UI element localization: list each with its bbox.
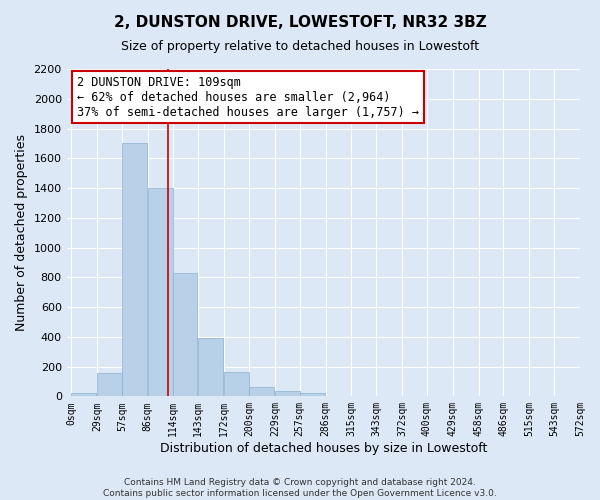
Text: Size of property relative to detached houses in Lowestoft: Size of property relative to detached ho… [121,40,479,53]
Bar [224,372,249,396]
Bar [275,391,300,396]
Bar [148,188,173,396]
Text: Contains HM Land Registry data © Crown copyright and database right 2024.
Contai: Contains HM Land Registry data © Crown c… [103,478,497,498]
Bar [97,374,122,396]
Bar [300,394,325,396]
Bar [173,273,197,396]
X-axis label: Distribution of detached houses by size in Lowestoft: Distribution of detached houses by size … [160,442,487,455]
Text: 2, DUNSTON DRIVE, LOWESTOFT, NR32 3BZ: 2, DUNSTON DRIVE, LOWESTOFT, NR32 3BZ [113,15,487,30]
Bar [122,144,147,396]
Bar [71,394,96,396]
Bar [199,338,223,396]
Text: 2 DUNSTON DRIVE: 109sqm
← 62% of detached houses are smaller (2,964)
37% of semi: 2 DUNSTON DRIVE: 109sqm ← 62% of detache… [77,76,419,118]
Bar [249,386,274,396]
Y-axis label: Number of detached properties: Number of detached properties [15,134,28,331]
